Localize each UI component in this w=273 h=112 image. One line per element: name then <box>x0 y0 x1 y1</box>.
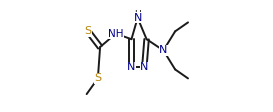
Text: NH: NH <box>108 29 123 39</box>
Text: N: N <box>133 13 142 23</box>
Text: S: S <box>94 73 102 83</box>
Text: H: H <box>134 10 141 18</box>
Text: N: N <box>159 45 168 55</box>
Text: N: N <box>127 62 136 72</box>
Text: N: N <box>140 62 149 72</box>
Text: S: S <box>85 26 92 36</box>
